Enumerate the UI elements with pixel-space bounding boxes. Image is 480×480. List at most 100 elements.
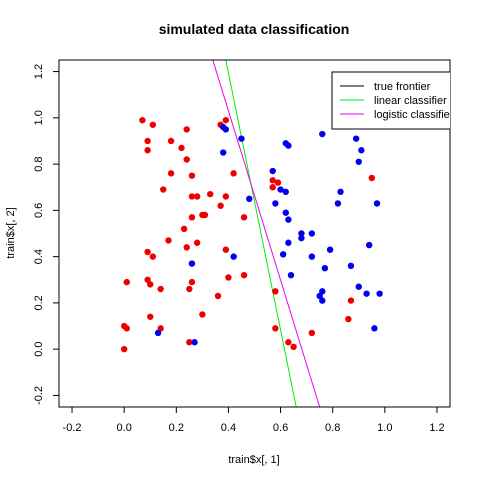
point-s0-32 — [188, 278, 196, 286]
point-s1-8 — [352, 135, 360, 142]
point-s1-30 — [188, 260, 196, 267]
point-s0-22 — [240, 214, 248, 221]
point-s1-14 — [246, 195, 253, 202]
point-s0-50 — [272, 325, 279, 332]
y-tick-label-0: -0.2 — [33, 386, 45, 405]
y-tick-label-3: 0.4 — [33, 249, 45, 264]
point-s0-23 — [180, 225, 188, 233]
point-s1-34 — [355, 283, 362, 290]
point-s1-42 — [371, 325, 378, 332]
point-s0-35 — [147, 281, 154, 288]
point-s1-26 — [326, 246, 334, 253]
point-s0-40 — [199, 311, 206, 318]
x-tick-label-6: 1.0 — [377, 422, 392, 434]
point-s0-6 — [178, 144, 185, 152]
line-logistic-classifier — [212, 60, 321, 407]
point-s0-16 — [217, 202, 224, 209]
data-points — [120, 116, 383, 353]
point-s0-56 — [368, 174, 375, 182]
point-s0-19 — [201, 211, 209, 219]
point-s1-15 — [272, 200, 279, 207]
point-s0-47 — [269, 184, 276, 191]
point-s1-6 — [319, 130, 326, 138]
x-tick-label-7: 1.2 — [429, 422, 444, 434]
point-s0-45 — [120, 345, 128, 353]
x-axis-label: train$x[, 1] — [228, 454, 279, 466]
point-s1-28 — [308, 253, 316, 260]
point-s0-25 — [144, 248, 151, 256]
point-s0-24 — [165, 237, 172, 244]
line-linear-classifier — [225, 60, 297, 407]
point-s1-27 — [365, 241, 373, 249]
point-s0-48 — [274, 179, 282, 186]
plot-frame — [58, 59, 451, 408]
point-s0-1 — [149, 121, 157, 128]
point-s0-55 — [347, 297, 355, 304]
point-s0-37 — [157, 285, 164, 293]
point-s1-39 — [319, 297, 326, 304]
point-s0-30 — [225, 274, 232, 281]
point-s1-37 — [376, 290, 383, 297]
x-tick-label-1: 0.0 — [117, 422, 132, 434]
point-s0-2 — [144, 137, 151, 145]
point-s1-13 — [282, 188, 289, 196]
point-s1-23 — [308, 230, 316, 237]
point-s1-5 — [285, 142, 292, 149]
y-tick-label-4: 0.6 — [33, 203, 45, 218]
point-s1-21 — [298, 230, 305, 237]
legend-label-1: linear classifier — [374, 95, 447, 107]
y-axis-label: train$x[, 2] — [5, 207, 17, 258]
x-tick-label-3: 0.4 — [221, 422, 236, 434]
point-s0-31 — [240, 271, 248, 279]
point-s0-38 — [214, 292, 222, 300]
point-s1-33 — [287, 271, 295, 279]
y-axis: -0.2 0.0 0.2 0.4 0.6 0.8 1.0 1.2 — [33, 64, 59, 405]
point-s0-20 — [188, 214, 196, 221]
point-s1-9 — [358, 147, 365, 154]
point-s1-20 — [373, 200, 381, 207]
chart-title: simulated data classification — [159, 21, 350, 37]
y-tick-label-7: 1.2 — [33, 64, 45, 79]
point-s0-17 — [222, 193, 230, 200]
point-s0-27 — [183, 244, 190, 251]
point-s0-52 — [290, 343, 297, 351]
point-s0-0 — [139, 116, 146, 124]
point-s0-46 — [269, 177, 276, 184]
point-s1-40 — [154, 329, 162, 337]
y-tick-label-1: 0.0 — [33, 342, 45, 357]
point-s1-25 — [285, 239, 292, 246]
y-tick-label-2: 0.2 — [33, 295, 45, 310]
point-s0-7 — [183, 156, 190, 163]
point-s0-53 — [308, 329, 316, 337]
point-s0-4 — [167, 137, 175, 145]
point-s0-15 — [206, 190, 214, 198]
point-s0-21 — [230, 170, 237, 177]
y-tick-label-5: 0.8 — [33, 156, 45, 171]
x-tick-label-2: 0.2 — [169, 422, 184, 434]
x-axis: -0.2 0.0 0.2 0.4 0.6 0.8 1.0 1.2 — [63, 407, 445, 434]
point-s0-33 — [123, 278, 130, 286]
point-s1-19 — [334, 200, 342, 207]
point-s0-5 — [183, 126, 190, 133]
point-s1-31 — [347, 262, 355, 270]
point-s0-11 — [188, 172, 196, 179]
point-s0-14 — [193, 193, 201, 200]
legend-label-0: true frontier — [374, 81, 431, 93]
point-s0-13 — [188, 193, 196, 200]
point-s1-18 — [337, 188, 344, 196]
point-s1-32 — [321, 265, 329, 272]
point-s0-10 — [167, 170, 175, 177]
point-s0-39 — [147, 313, 154, 320]
point-s1-17 — [285, 216, 292, 223]
point-s1-22 — [298, 234, 305, 242]
point-s0-12 — [160, 186, 167, 193]
point-s1-16 — [282, 209, 289, 216]
point-s1-1 — [222, 126, 230, 133]
point-s1-10 — [355, 158, 362, 165]
point-s0-43 — [123, 325, 130, 332]
point-s0-49 — [272, 288, 279, 295]
point-s0-26 — [149, 253, 157, 260]
y-tick-label-6: 1.0 — [33, 110, 45, 125]
point-s1-24 — [279, 251, 287, 258]
